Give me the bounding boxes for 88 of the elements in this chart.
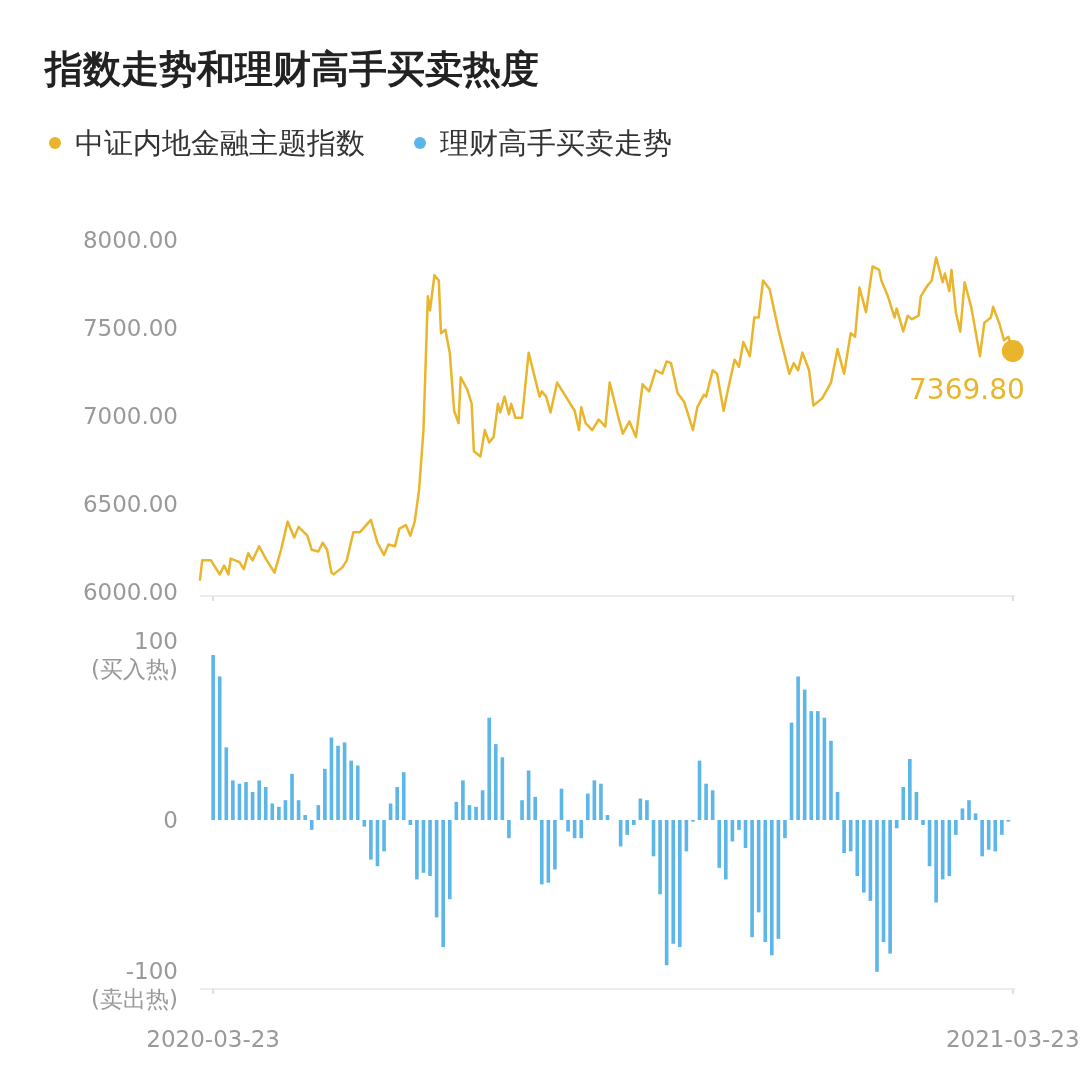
chart-title: 指数走势和理财高手买卖热度: [43, 47, 539, 91]
bar: [625, 820, 630, 835]
bar: [783, 820, 787, 839]
bar: [599, 783, 603, 820]
bar: [947, 820, 952, 877]
bar: [355, 765, 360, 820]
bar: [631, 820, 636, 825]
bar: [862, 820, 866, 893]
bar: [211, 655, 215, 820]
bar: [737, 820, 741, 830]
y-tick-label: 0: [163, 807, 178, 833]
bar: [566, 820, 570, 832]
bar: [954, 820, 958, 835]
bar: [309, 820, 314, 830]
bar: [894, 820, 899, 829]
bar: [447, 820, 452, 900]
bar: [704, 783, 708, 820]
bar: [231, 780, 235, 820]
bar: [369, 820, 373, 860]
bar: [816, 711, 820, 820]
x-tick-label: 2021-03-23: [945, 1026, 1080, 1052]
bar: [763, 820, 768, 943]
y-tick-label: 7500.00: [82, 315, 178, 341]
y-tick-label: -100 (卖出热): [91, 958, 178, 1012]
bar: [539, 820, 544, 885]
bar: [487, 717, 491, 820]
bar: [658, 820, 662, 895]
bar: [921, 820, 925, 825]
annotation: 7369.80: [909, 372, 1025, 406]
bar: [980, 820, 984, 857]
bar: [323, 768, 327, 820]
bar: [585, 793, 590, 820]
bar: [290, 773, 294, 820]
bar: [520, 800, 524, 820]
legend-label: 中证内地金融主题指数: [75, 126, 365, 160]
bar: [336, 745, 340, 820]
bar: [1000, 820, 1004, 835]
bar: [901, 787, 906, 820]
bar: [993, 820, 998, 852]
bar: [809, 711, 814, 820]
bar: [553, 820, 557, 870]
bar: [263, 787, 268, 820]
bar: [533, 796, 538, 820]
bar: [349, 760, 353, 820]
bar: [395, 787, 399, 820]
bar: [934, 820, 938, 903]
bar: [967, 800, 971, 820]
bar: [829, 740, 833, 820]
bar: [303, 815, 307, 820]
bar: [270, 803, 275, 820]
x-tick-label: 2020-03-23: [146, 1026, 280, 1052]
bar: [493, 744, 498, 820]
bar: [474, 806, 478, 820]
bar: [888, 820, 892, 954]
bar: [940, 820, 945, 880]
y-tick-label: 7000.00: [82, 403, 178, 429]
legend-label: 理财高手买卖走势: [440, 126, 672, 160]
y-tick-label: 100 (买入热): [91, 628, 178, 682]
bar: [507, 820, 511, 839]
bar: [875, 820, 879, 972]
bar: [277, 806, 281, 820]
y-tick-label: 8000.00: [82, 227, 178, 253]
bar: [750, 820, 754, 938]
bar: [645, 800, 649, 820]
bar: [316, 805, 321, 820]
bar: [796, 676, 800, 820]
bar: [842, 820, 846, 853]
bar: [382, 820, 386, 852]
bar: [428, 820, 432, 877]
y-tick-label: 6500.00: [82, 491, 178, 517]
bar: [257, 780, 261, 820]
bar: [855, 820, 860, 877]
bar: [244, 782, 248, 820]
bar: [724, 820, 728, 880]
bar: [217, 676, 222, 820]
bar: [224, 747, 229, 820]
bar: [415, 820, 419, 880]
bar: [579, 820, 584, 839]
bar: [677, 820, 682, 948]
bar: [461, 780, 465, 820]
y-tick-label: 6000.00: [82, 579, 178, 605]
bar: [717, 820, 722, 868]
bar: [908, 758, 912, 820]
bar: [671, 820, 676, 944]
bar: [986, 820, 991, 850]
bar: [401, 772, 406, 820]
bar: [770, 820, 774, 956]
bar: [441, 820, 445, 948]
